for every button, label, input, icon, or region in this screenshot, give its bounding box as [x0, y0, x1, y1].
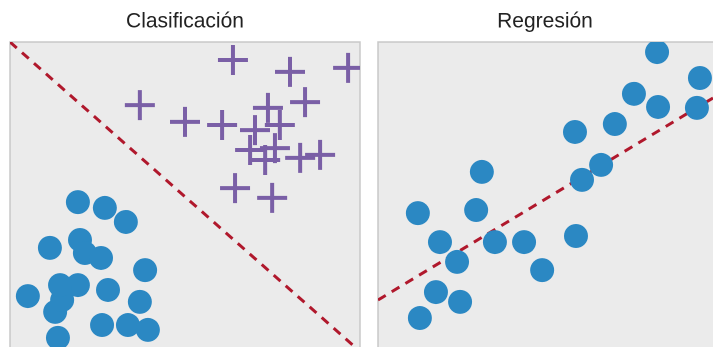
- cross-point: [252, 92, 283, 123]
- cross-point: [170, 106, 200, 137]
- circle-point: [563, 223, 588, 248]
- cross-point: [220, 173, 251, 204]
- circle-point: [469, 159, 494, 184]
- regression-line: [378, 96, 713, 302]
- circle-point: [92, 195, 117, 220]
- circle-point: [687, 65, 712, 90]
- circle-point: [127, 289, 152, 314]
- circle-point: [684, 95, 709, 120]
- cross-point: [207, 109, 238, 140]
- plot-area: [378, 42, 713, 331]
- circle-point: [65, 273, 90, 298]
- decision-boundary: [10, 42, 356, 347]
- circle-point: [90, 313, 115, 338]
- circle-point: [48, 273, 73, 298]
- cross-point: [305, 139, 336, 170]
- circle-point: [445, 249, 470, 274]
- circle-point: [45, 325, 70, 347]
- cross-point: [250, 145, 281, 176]
- cross-point: [240, 115, 270, 146]
- cross-point: [285, 142, 316, 173]
- circle-point: [133, 258, 158, 283]
- circle-point: [589, 152, 614, 177]
- circle-point: [645, 42, 670, 65]
- cross-point: [257, 182, 288, 213]
- circle-point: [96, 277, 120, 302]
- circle-point: [646, 94, 671, 119]
- circle-point: [65, 190, 90, 215]
- circle-point: [15, 284, 40, 309]
- circle-point: [530, 258, 555, 283]
- circle-point: [89, 245, 113, 270]
- circle-point: [570, 167, 595, 192]
- cross-point: [333, 52, 360, 83]
- circle-point: [37, 235, 62, 260]
- circle-point: [621, 81, 646, 106]
- circle-point: [482, 230, 507, 255]
- circle-point: [562, 119, 587, 144]
- circle-point: [448, 289, 473, 314]
- cross-point: [290, 87, 321, 118]
- cross-point: [217, 44, 248, 75]
- circle-point: [113, 209, 138, 234]
- panel-title: Clasificación: [126, 10, 244, 33]
- cross-point: [124, 90, 155, 121]
- circle-point: [115, 313, 140, 338]
- circle-point: [464, 198, 489, 223]
- panel-title: Regresión: [497, 10, 593, 33]
- cross-point: [275, 56, 305, 87]
- cross-point: [264, 109, 295, 140]
- circle-point: [405, 201, 430, 226]
- circle-point: [135, 317, 160, 342]
- plot-area: [10, 42, 360, 347]
- circle-point: [602, 112, 627, 137]
- circle-point: [427, 230, 452, 255]
- circle-point: [423, 280, 448, 305]
- circle-point: [512, 230, 537, 255]
- circle-point: [407, 306, 432, 331]
